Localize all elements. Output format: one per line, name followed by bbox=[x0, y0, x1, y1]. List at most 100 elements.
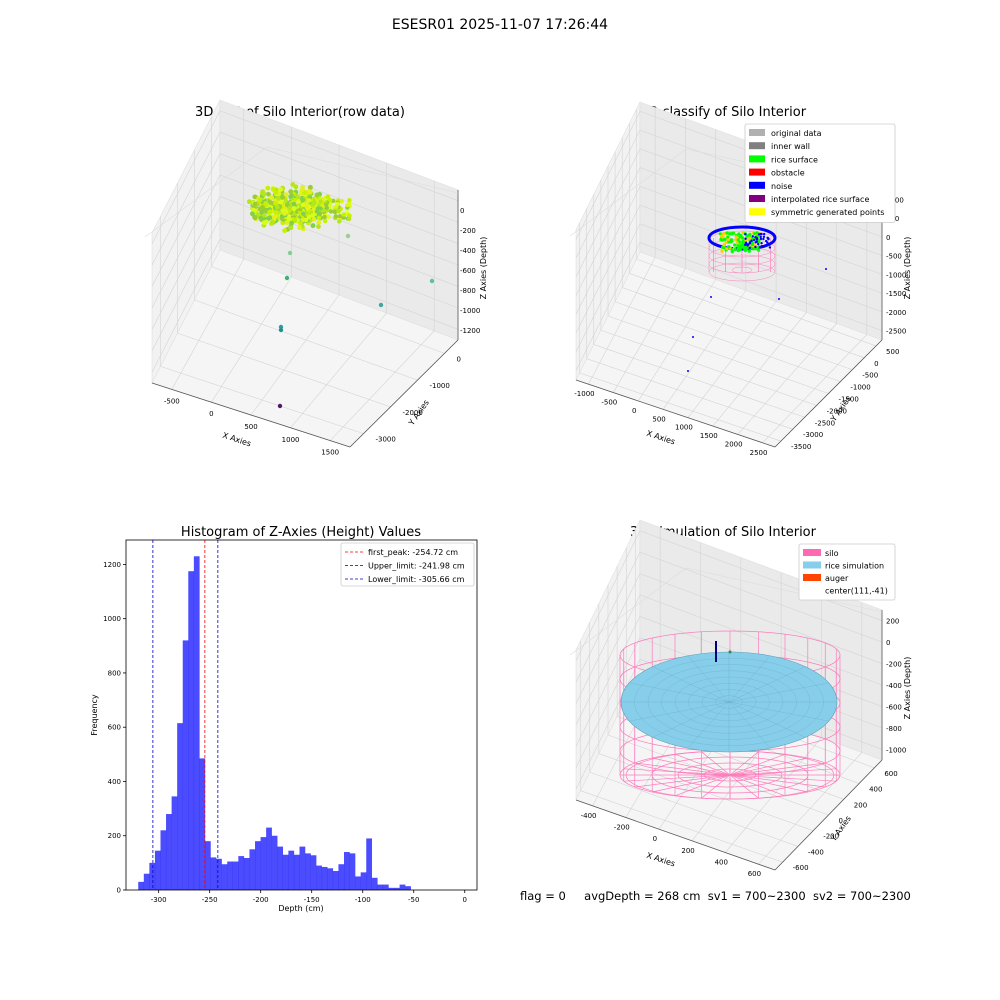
y-tick-label: -400 bbox=[808, 848, 824, 856]
noise-point bbox=[744, 233, 747, 236]
legend-swatch bbox=[749, 181, 765, 189]
grid-line bbox=[151, 217, 459, 351]
surface-point bbox=[733, 247, 737, 252]
x-tick-label: 0 bbox=[463, 896, 467, 904]
legend-label: Upper_limit: -241.98 cm bbox=[368, 562, 465, 571]
legend-label: inner wall bbox=[771, 142, 810, 151]
surface-point bbox=[718, 232, 722, 236]
noise-point bbox=[759, 237, 763, 241]
y-tick-label: 0 bbox=[457, 355, 461, 363]
noise-point bbox=[687, 370, 689, 372]
silo-floor-spoke bbox=[729, 774, 786, 797]
mesh-spoke bbox=[728, 701, 771, 749]
histogram-bar bbox=[299, 846, 306, 890]
surface-point bbox=[723, 237, 727, 241]
outlier-point bbox=[287, 250, 293, 256]
surface-point bbox=[730, 250, 734, 254]
surface-point bbox=[748, 232, 752, 236]
grid-line bbox=[607, 315, 829, 394]
noise-point bbox=[755, 236, 759, 240]
legend-label: symmetric generated points bbox=[771, 208, 884, 217]
cloud-point bbox=[336, 219, 342, 224]
x-axis-label: X Axies bbox=[221, 431, 252, 449]
cloud-point bbox=[328, 209, 334, 214]
mesh-spoke bbox=[728, 666, 806, 703]
silo-floor-spoke bbox=[701, 774, 731, 799]
grid-line bbox=[622, 287, 853, 371]
surface-point bbox=[729, 240, 733, 244]
chart-title: Histogram of Z-Axies (Height) Values bbox=[181, 525, 421, 540]
surface-point bbox=[724, 240, 728, 244]
legend-swatch bbox=[749, 142, 765, 150]
cloud-point bbox=[325, 194, 331, 200]
surface-point bbox=[720, 234, 724, 238]
cloud-point bbox=[269, 195, 275, 201]
x-tick-label: 0 bbox=[209, 410, 213, 418]
rice-surface-mesh bbox=[621, 652, 837, 752]
surface-point bbox=[725, 231, 729, 235]
surface-point bbox=[728, 232, 732, 236]
z-tick-label: -1200 bbox=[460, 327, 480, 335]
y-tick-label: -1000 bbox=[430, 382, 450, 390]
grid-line bbox=[575, 573, 883, 704]
surface-point bbox=[738, 244, 743, 248]
surface-point bbox=[720, 249, 724, 253]
histogram-bar bbox=[243, 857, 250, 890]
surface-point bbox=[752, 247, 756, 251]
outlier-point bbox=[345, 233, 351, 239]
z-tick-label: 0 bbox=[460, 207, 464, 215]
grid-line bbox=[575, 204, 883, 334]
histogram-bar bbox=[366, 838, 373, 890]
noise-point bbox=[762, 237, 765, 241]
legend-swatch bbox=[749, 129, 765, 136]
histogram-bar bbox=[382, 884, 389, 890]
cloud-point bbox=[283, 192, 289, 198]
y-tick-label: 0 bbox=[874, 360, 878, 368]
outlier-point bbox=[378, 302, 384, 308]
outlier-point bbox=[429, 278, 435, 284]
noise-point bbox=[744, 237, 747, 240]
grid-line bbox=[600, 329, 817, 406]
noise-point bbox=[754, 245, 757, 249]
noise-point bbox=[767, 237, 770, 241]
sv1-text: sv1 = 700~2300 bbox=[707, 889, 806, 903]
x-tick-label: 2500 bbox=[750, 449, 768, 457]
mesh-spoke bbox=[652, 701, 730, 738]
z-tick-label: -2500 bbox=[886, 328, 906, 336]
cloud-point bbox=[278, 187, 283, 192]
y-axis-line bbox=[774, 759, 883, 871]
histogram-bar bbox=[305, 853, 311, 890]
cloud-point bbox=[252, 194, 258, 200]
silo-floor-spoke bbox=[729, 757, 808, 776]
y-tick-label: -3000 bbox=[803, 431, 823, 439]
x-tick-label: 1500 bbox=[321, 449, 339, 457]
cloud-point bbox=[291, 201, 297, 207]
cloud-point bbox=[341, 212, 347, 217]
histogram-bar bbox=[221, 864, 228, 890]
z-axis-label: Z Axies (Depth) bbox=[903, 237, 912, 300]
x-axis-label: X Axies bbox=[645, 851, 676, 869]
legend-label: original data bbox=[771, 129, 822, 138]
histogram-bar bbox=[260, 837, 267, 890]
silo-floor-spoke bbox=[634, 774, 731, 788]
legend-swatch bbox=[749, 208, 765, 216]
x-axis-line bbox=[575, 379, 776, 448]
silo-floor-spoke bbox=[701, 751, 731, 776]
z-tick-label: -1000 bbox=[460, 307, 480, 315]
histogram-bar bbox=[210, 857, 217, 890]
grid-line bbox=[151, 196, 459, 330]
surface-point bbox=[727, 237, 731, 242]
legend-swatch bbox=[749, 168, 765, 176]
z-tick-label: 0 bbox=[886, 639, 890, 647]
grid-line bbox=[290, 312, 387, 428]
histogram-bar bbox=[193, 556, 200, 890]
cloud-point bbox=[261, 191, 267, 197]
y-tick-label: 500 bbox=[886, 348, 899, 356]
noise-point bbox=[767, 243, 771, 246]
grid-line bbox=[151, 238, 459, 373]
histogram-bar bbox=[232, 861, 239, 890]
cloud-point bbox=[337, 214, 343, 219]
cloud-point bbox=[268, 209, 273, 215]
y-tick-label: 400 bbox=[108, 778, 121, 786]
